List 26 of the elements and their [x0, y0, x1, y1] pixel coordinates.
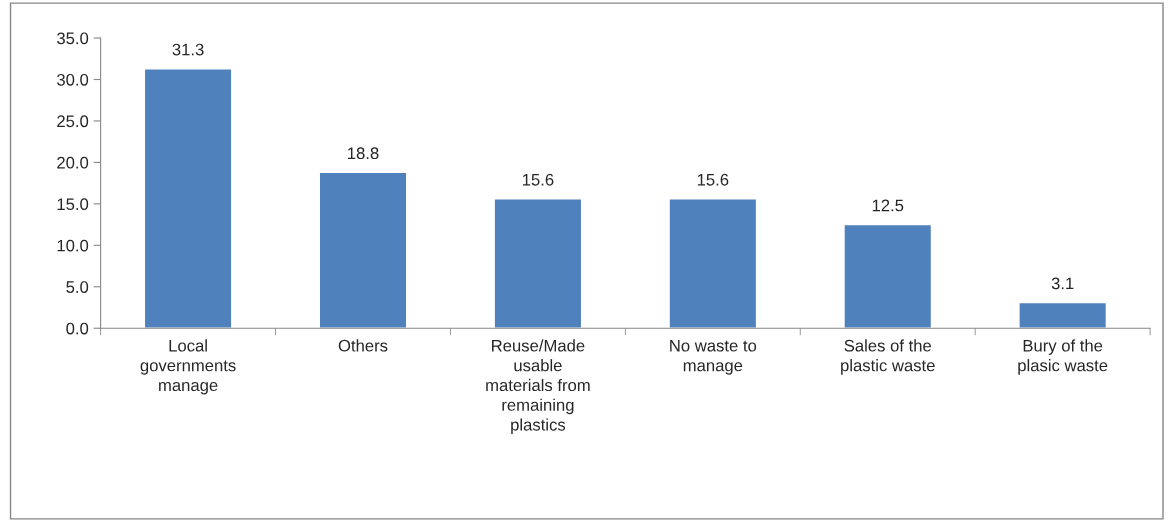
bar: [668, 198, 758, 329]
x-tick-label: Bury of the plasic waste: [1018, 339, 1108, 375]
bar: [843, 223, 933, 329]
bar: [1018, 301, 1108, 329]
x-tick-label: No waste to manage: [670, 339, 757, 375]
x-tick-label: Others: [338, 339, 388, 352]
bar: [493, 198, 583, 329]
bar: [318, 171, 408, 329]
data-label: 18.8: [348, 147, 379, 160]
data-label: 15.6: [697, 173, 729, 186]
data-label: 3.1: [1051, 277, 1074, 290]
y-tick-label: 15.0: [57, 198, 89, 211]
data-label: 12.5: [872, 199, 904, 212]
y-tick-label: 10.0: [57, 239, 89, 252]
data-label: 15.6: [522, 173, 554, 186]
x-tick-label: Local governments manage: [140, 339, 236, 395]
y-tick-label: 30.0: [57, 73, 89, 86]
data-label: 31.3: [172, 43, 204, 56]
x-tick-label: Sales of the plastic waste: [841, 339, 935, 375]
x-tick-label: Reuse/Made usable materials from remaining plastics: [486, 339, 590, 434]
y-tick-label: 0.0: [66, 322, 89, 335]
bar: [143, 68, 233, 329]
y-tick-label: 35.0: [57, 32, 89, 45]
y-tick-label: 20.0: [57, 156, 89, 169]
y-tick-label: 5.0: [66, 281, 89, 293]
y-tick-label: 25.0: [57, 115, 89, 128]
